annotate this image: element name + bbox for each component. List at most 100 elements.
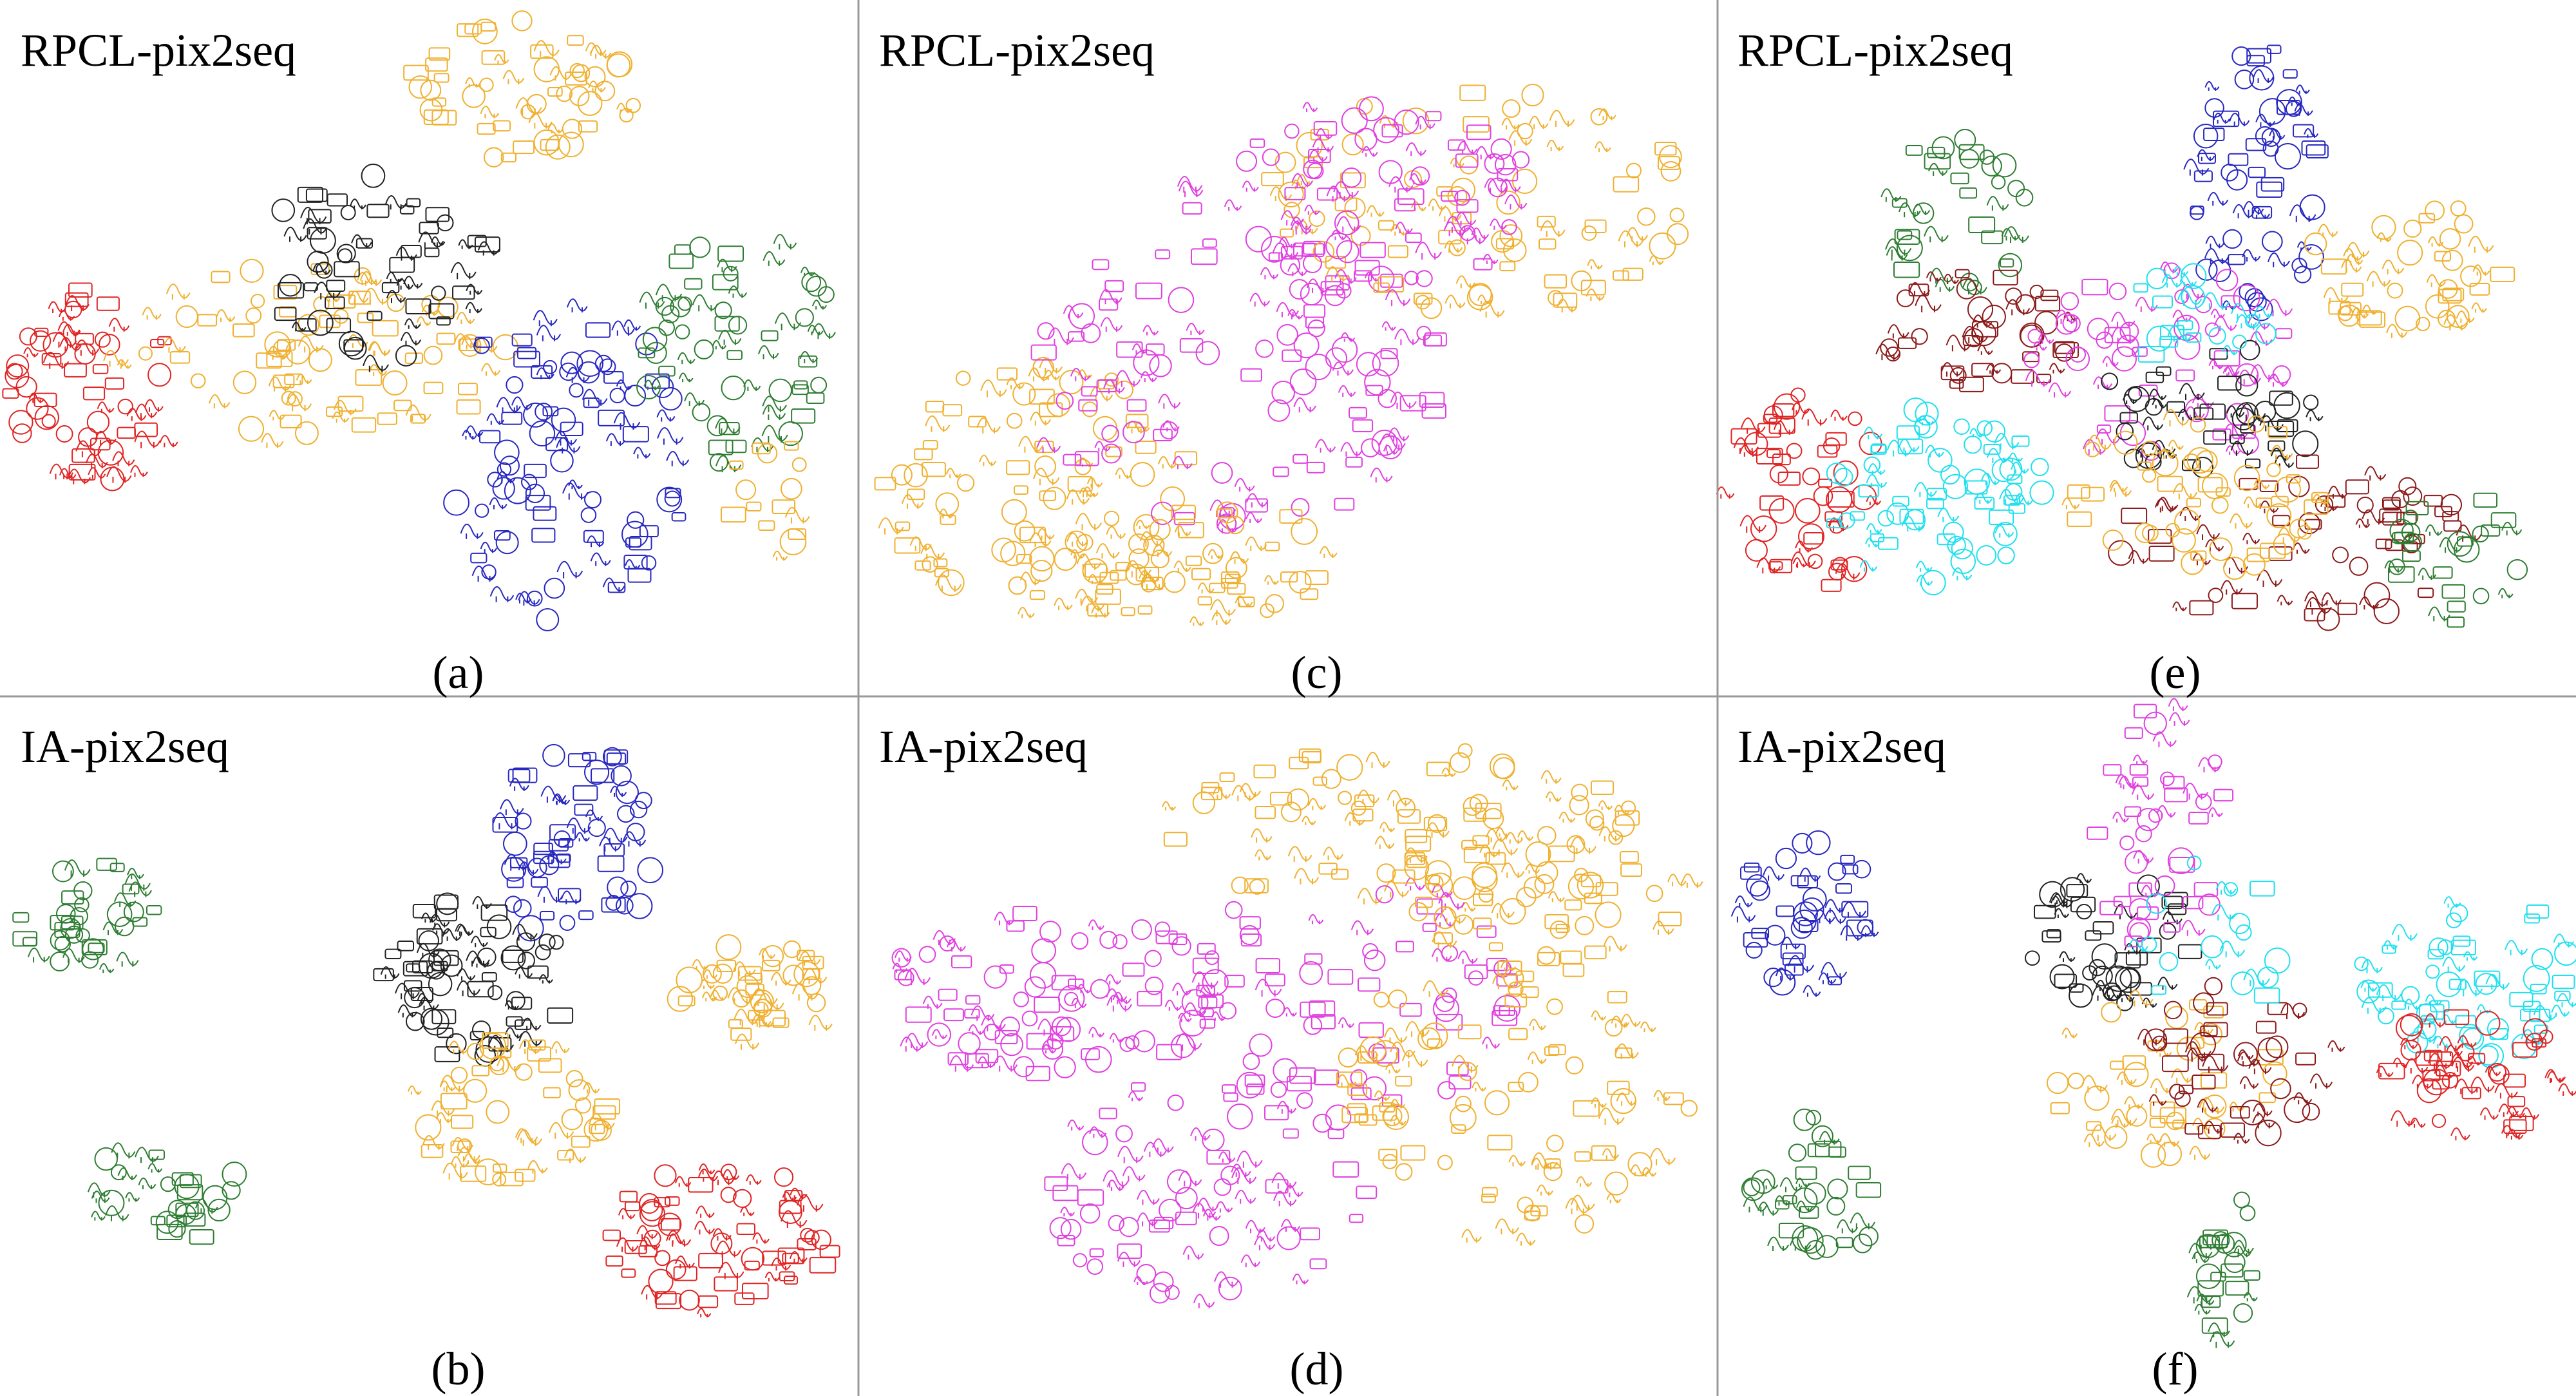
sketch <box>1999 457 2023 481</box>
sketch <box>922 556 938 573</box>
sketch <box>1119 1037 1135 1052</box>
sketch <box>1034 455 1057 477</box>
sketch <box>2447 531 2473 557</box>
sketch <box>2377 1008 2394 1025</box>
sketch <box>561 1108 583 1131</box>
sketch <box>1137 991 1162 1007</box>
sketch <box>664 490 681 507</box>
sketch <box>2259 500 2279 513</box>
sketch <box>1211 462 1233 484</box>
sketch <box>1815 1234 1839 1258</box>
sketch <box>1208 549 1223 559</box>
sketch <box>492 1172 507 1187</box>
sketch <box>415 1114 442 1141</box>
sketch <box>1422 923 1437 932</box>
sketch <box>622 831 647 847</box>
sketch <box>895 950 912 962</box>
sketch <box>996 367 1018 381</box>
sketch <box>1775 1200 1790 1210</box>
sketch <box>1214 1271 1239 1288</box>
sketch <box>489 497 507 510</box>
sketch <box>1591 1145 1616 1161</box>
sketch <box>2432 566 2453 579</box>
sketch <box>471 566 497 582</box>
sketch <box>566 818 591 834</box>
sketch <box>2425 294 2450 319</box>
sketch <box>1571 783 1589 801</box>
sketch <box>1499 224 1523 247</box>
sketch <box>1782 1195 1797 1205</box>
sketch <box>560 351 583 374</box>
sketch <box>1432 931 1457 948</box>
sketch <box>665 488 681 499</box>
sketch <box>2418 568 2437 580</box>
sketch <box>2119 321 2139 341</box>
sketch <box>2443 896 2461 908</box>
sketch <box>2154 875 2175 896</box>
sketch <box>2190 550 2207 561</box>
sketch <box>1305 570 1329 585</box>
sketch <box>2116 422 2134 441</box>
sketch <box>1423 980 1448 997</box>
sketch <box>2163 1028 2188 1044</box>
sketch <box>169 350 191 364</box>
sketch <box>1457 140 1478 155</box>
sketch <box>2472 264 2490 276</box>
sketch <box>2252 69 2274 84</box>
sketch <box>2201 472 2229 499</box>
sketch <box>1435 1013 1463 1031</box>
sketch <box>1267 399 1291 422</box>
sketch <box>548 839 569 852</box>
sketch <box>448 1040 469 1055</box>
sketch <box>1137 1212 1159 1227</box>
sketch <box>6 363 23 380</box>
sketch <box>1280 801 1302 823</box>
sketch <box>2163 921 2181 933</box>
sketch <box>90 437 111 451</box>
sketch <box>1378 160 1403 184</box>
sketch <box>2168 439 2184 450</box>
sketch <box>452 285 475 300</box>
sketch <box>533 310 558 327</box>
sketch <box>1202 238 1217 248</box>
sketch <box>1173 560 1191 573</box>
sketch <box>1192 791 1216 814</box>
sketch <box>772 550 788 561</box>
sketch <box>2425 524 2443 536</box>
sketch <box>2416 1003 2438 1025</box>
sketch <box>2210 1272 2226 1282</box>
sketch <box>1589 816 1605 831</box>
sketch <box>315 261 333 279</box>
sketch <box>1130 462 1155 487</box>
sketch <box>1231 1167 1257 1185</box>
sketch <box>2427 949 2445 960</box>
sketch <box>475 503 489 518</box>
sketch <box>1497 167 1519 182</box>
sketch <box>1226 515 1245 535</box>
sketch <box>2066 884 2088 898</box>
sketch <box>1067 331 1085 342</box>
sketch <box>712 963 733 984</box>
sketch <box>1380 348 1398 359</box>
sketch <box>2081 486 2105 502</box>
sketch <box>1361 438 1380 458</box>
sketch <box>1502 99 1520 118</box>
sketch <box>436 214 454 232</box>
sketch <box>1827 1178 1848 1200</box>
sketch <box>515 1019 532 1030</box>
sketch <box>2161 895 2183 910</box>
sketch <box>2297 524 2313 540</box>
sketch <box>1096 584 1113 595</box>
sketch <box>185 1201 205 1220</box>
sketch <box>2213 789 2234 802</box>
sketch <box>1850 511 1865 521</box>
sketch <box>338 330 365 357</box>
sketch <box>1627 1152 1653 1177</box>
sketch <box>404 318 421 329</box>
sketch <box>1896 234 1923 262</box>
sketch <box>2225 1281 2249 1296</box>
sketch <box>106 466 132 483</box>
sketch <box>2219 941 2245 958</box>
sketch <box>1309 149 1328 162</box>
sketch <box>431 97 447 107</box>
